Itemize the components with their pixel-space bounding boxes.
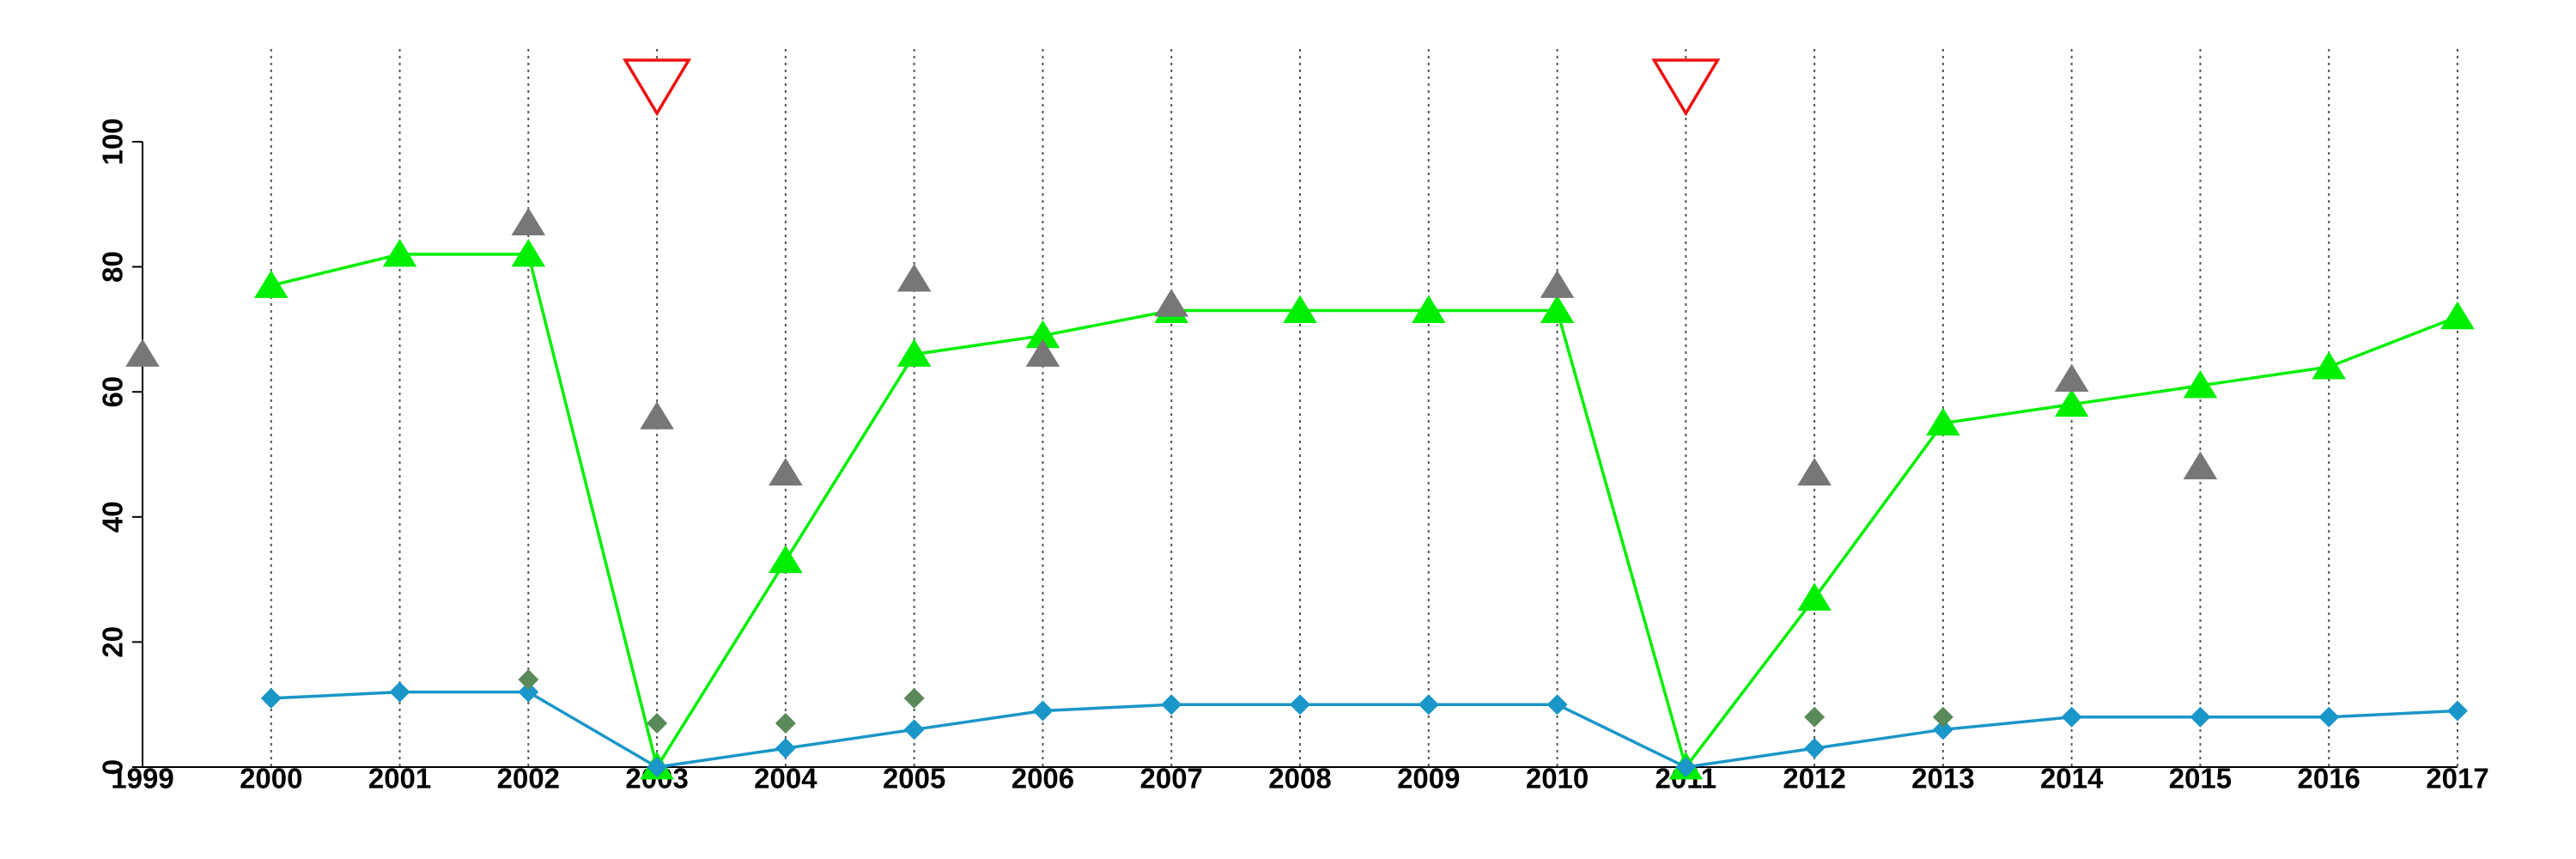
event-marker	[623, 58, 692, 117]
triangle-marker	[2183, 369, 2218, 399]
triangle-marker	[896, 338, 932, 367]
triangle-marker	[2054, 363, 2089, 393]
diamond-marker	[1804, 738, 1826, 759]
triangle-marker	[1797, 457, 1832, 486]
triangle-marker	[2440, 301, 2475, 330]
diamond-marker	[647, 757, 668, 777]
diamond-marker	[1290, 694, 1310, 716]
diamond-marker	[1804, 706, 1826, 728]
triangle-marker	[896, 264, 932, 292]
triangle-marker	[1540, 295, 1575, 323]
diamond-marker	[1418, 694, 1439, 716]
triangle-marker	[125, 338, 160, 367]
triangle-marker	[511, 239, 546, 267]
series-line	[270, 253, 2458, 771]
series-line	[270, 690, 2458, 769]
diamond-marker	[1675, 757, 1697, 777]
diamond-marker	[518, 681, 539, 703]
triangle-marker	[2054, 388, 2089, 417]
triangle-marker	[1025, 338, 1060, 367]
diamond-marker	[1932, 719, 1953, 740]
triangle-marker	[640, 401, 674, 430]
diamond-marker	[260, 687, 282, 709]
triangle-marker	[769, 457, 803, 486]
diamond-marker	[1032, 700, 1054, 722]
diamond-marker	[903, 719, 925, 740]
y-tick-label: 0	[97, 759, 129, 775]
triangle-marker	[511, 207, 546, 236]
triangle-marker	[253, 270, 289, 298]
diamond-marker	[903, 687, 925, 709]
triangle-marker	[1154, 289, 1189, 317]
y-tick-label: 60	[97, 376, 129, 408]
triangle-marker	[382, 239, 417, 267]
triangle-marker	[2183, 451, 2218, 479]
diamond-marker	[647, 713, 668, 734]
triangle-marker	[1926, 407, 1960, 436]
y-tick-label: 100	[97, 118, 129, 165]
diamond-marker	[775, 713, 796, 734]
triangle-marker	[1411, 295, 1446, 323]
triangle-marker	[2312, 351, 2347, 380]
triangle-marker	[1283, 295, 1317, 323]
triangle-marker	[769, 545, 803, 574]
diamond-marker	[1161, 694, 1182, 716]
triangle-marker	[1797, 582, 1832, 611]
y-tick-label: 40	[97, 501, 129, 533]
triangle-marker	[1540, 270, 1575, 298]
diamond-marker	[389, 681, 410, 703]
diamond-marker	[1546, 694, 1568, 716]
diamond-marker	[1932, 706, 1953, 728]
triangle-marker	[1025, 320, 1060, 349]
diamond-marker	[2318, 706, 2340, 728]
diamond-marker	[2061, 706, 2082, 728]
y-tick-label: 20	[97, 626, 129, 658]
diamond-marker	[2190, 706, 2211, 728]
diamond-marker	[775, 738, 796, 759]
diamond-marker	[2447, 700, 2468, 722]
y-tick-label: 80	[97, 251, 129, 283]
event-marker	[1651, 58, 1721, 117]
diamond-marker	[518, 669, 539, 691]
